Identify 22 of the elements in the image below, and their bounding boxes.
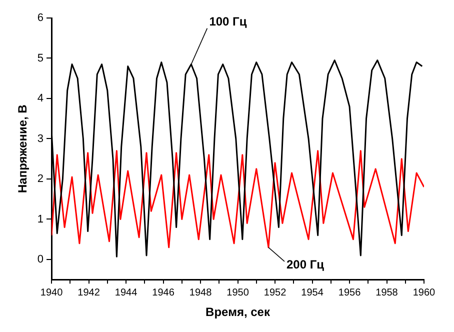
y-tick-label: 5 [37,52,44,64]
x-axis-title: Время, сек [206,305,271,320]
x-tick-label: 1952 [264,287,287,298]
x-tick-label: 1956 [338,287,362,298]
y-tick-label: 4 [37,92,44,105]
annotation: 100 Гц [209,14,248,29]
x-tick-label: 1944 [114,287,138,298]
x-tick-label: 1958 [376,287,398,298]
x-tick-label: 1960 [412,287,436,298]
x-tick-label: 1954 [301,287,324,298]
y-tick-label: 1 [37,213,44,226]
x-tick-label: 1942 [78,287,100,298]
x-tick-label: 1946 [152,287,175,298]
y-tick-label: 2 [37,173,44,186]
y-tick-label: 6 [37,12,44,24]
y-tick-label: 3 [37,132,44,145]
x-tick-label: 1950 [226,287,250,298]
y-tick-label: 0 [37,254,44,266]
y-axis-title: Напряжение, В [16,104,30,194]
annotation: 200 Гц [286,258,325,272]
x-tick-label: 1940 [40,287,64,298]
x-tick-label: 1948 [189,287,212,298]
